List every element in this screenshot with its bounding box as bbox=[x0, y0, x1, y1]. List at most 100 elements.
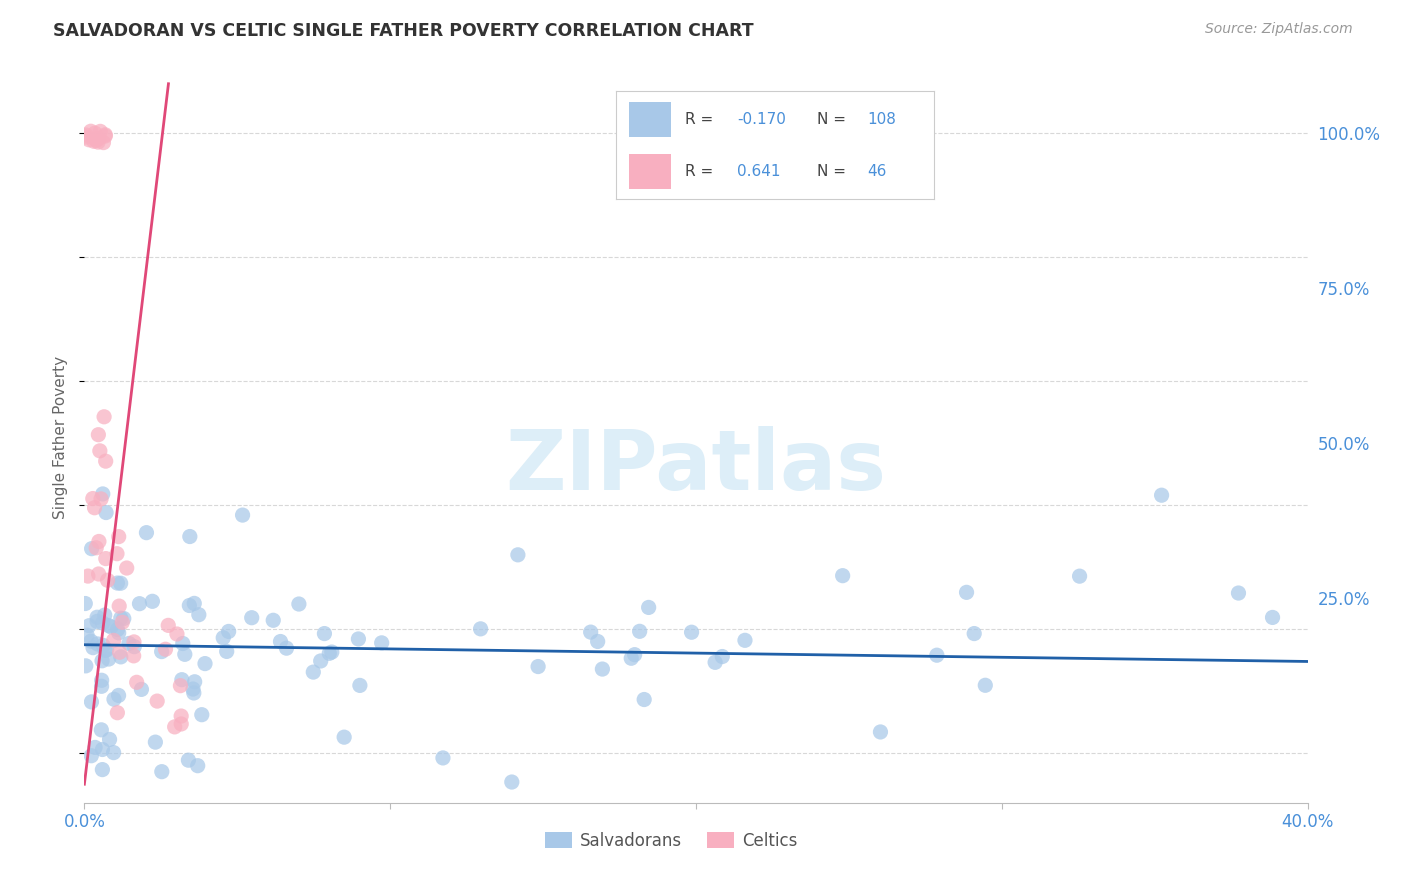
Point bbox=[94, 506, 117, 520]
Point bbox=[98, 732, 121, 747]
Point bbox=[150, 764, 173, 779]
Point bbox=[183, 596, 205, 610]
Point bbox=[75, 128, 97, 142]
Point bbox=[84, 133, 107, 147]
Point bbox=[145, 735, 167, 749]
Point bbox=[187, 758, 209, 772]
Point bbox=[131, 682, 153, 697]
Point bbox=[269, 634, 291, 648]
Point bbox=[87, 131, 110, 145]
Point bbox=[97, 652, 120, 666]
Point bbox=[87, 534, 110, 549]
Point bbox=[87, 566, 110, 581]
Point bbox=[974, 678, 997, 692]
Point bbox=[90, 491, 112, 506]
Point bbox=[107, 576, 129, 591]
Point bbox=[212, 631, 235, 645]
Point bbox=[314, 626, 336, 640]
Point bbox=[1227, 586, 1250, 600]
Point bbox=[75, 130, 97, 145]
Point bbox=[963, 626, 986, 640]
Point bbox=[734, 633, 756, 648]
Point bbox=[711, 649, 734, 664]
Point bbox=[170, 717, 193, 731]
Point bbox=[83, 126, 105, 140]
Point bbox=[110, 576, 132, 591]
Point bbox=[90, 723, 112, 737]
Point bbox=[91, 742, 114, 756]
Point bbox=[91, 763, 114, 777]
Point bbox=[76, 628, 98, 642]
Point bbox=[97, 573, 120, 587]
Point bbox=[177, 753, 200, 767]
Point bbox=[179, 599, 201, 613]
Point bbox=[86, 615, 108, 629]
Point bbox=[93, 608, 115, 623]
Point bbox=[115, 561, 138, 575]
Point bbox=[75, 658, 97, 673]
Point bbox=[181, 681, 204, 696]
Point bbox=[215, 644, 238, 658]
Point bbox=[122, 635, 145, 649]
Point bbox=[681, 625, 703, 640]
Point bbox=[94, 128, 117, 142]
Point bbox=[470, 622, 492, 636]
Point bbox=[276, 641, 298, 656]
Point bbox=[94, 454, 117, 468]
Point bbox=[77, 133, 100, 147]
Point bbox=[94, 128, 117, 143]
Point bbox=[86, 637, 108, 651]
Point bbox=[191, 707, 214, 722]
Point bbox=[288, 597, 311, 611]
Point bbox=[80, 748, 103, 763]
Point bbox=[107, 623, 129, 637]
Point bbox=[321, 645, 343, 659]
Point bbox=[155, 642, 177, 657]
Point bbox=[110, 649, 132, 664]
Point bbox=[107, 625, 129, 640]
Point bbox=[591, 662, 613, 676]
Point bbox=[302, 665, 325, 679]
Text: Source: ZipAtlas.com: Source: ZipAtlas.com bbox=[1205, 22, 1353, 37]
Point bbox=[1261, 610, 1284, 624]
Point bbox=[187, 607, 209, 622]
Point bbox=[150, 644, 173, 658]
Point bbox=[240, 610, 263, 624]
Point bbox=[87, 131, 110, 145]
Point bbox=[183, 674, 205, 689]
Point bbox=[170, 709, 193, 723]
Point bbox=[141, 594, 163, 608]
Point bbox=[97, 618, 120, 632]
Point bbox=[157, 618, 180, 632]
Point bbox=[183, 686, 205, 700]
Point bbox=[80, 541, 103, 556]
Point bbox=[103, 746, 125, 760]
Point bbox=[173, 648, 195, 662]
Y-axis label: Single Father Poverty: Single Father Poverty bbox=[53, 356, 69, 518]
Point bbox=[107, 689, 129, 703]
Legend: Salvadorans, Celtics: Salvadorans, Celtics bbox=[538, 825, 804, 856]
Point bbox=[118, 636, 141, 650]
Point bbox=[93, 409, 115, 424]
Point bbox=[333, 730, 356, 744]
Point bbox=[166, 627, 188, 641]
Point bbox=[262, 613, 284, 627]
Text: SALVADORAN VS CELTIC SINGLE FATHER POVERTY CORRELATION CHART: SALVADORAN VS CELTIC SINGLE FATHER POVER… bbox=[53, 22, 754, 40]
Point bbox=[318, 646, 340, 660]
Point bbox=[94, 643, 117, 657]
Point bbox=[637, 600, 659, 615]
Point bbox=[586, 634, 609, 648]
Point bbox=[103, 692, 125, 706]
Point bbox=[218, 624, 240, 639]
Point bbox=[89, 443, 111, 458]
Point bbox=[93, 136, 115, 150]
Text: ZIPatlas: ZIPatlas bbox=[506, 425, 886, 507]
Point bbox=[77, 618, 100, 632]
Point bbox=[122, 648, 145, 663]
Point bbox=[1069, 569, 1091, 583]
Point bbox=[831, 568, 853, 582]
Point bbox=[110, 611, 132, 625]
Point bbox=[90, 673, 112, 688]
Point bbox=[501, 775, 523, 789]
Point bbox=[91, 654, 114, 668]
